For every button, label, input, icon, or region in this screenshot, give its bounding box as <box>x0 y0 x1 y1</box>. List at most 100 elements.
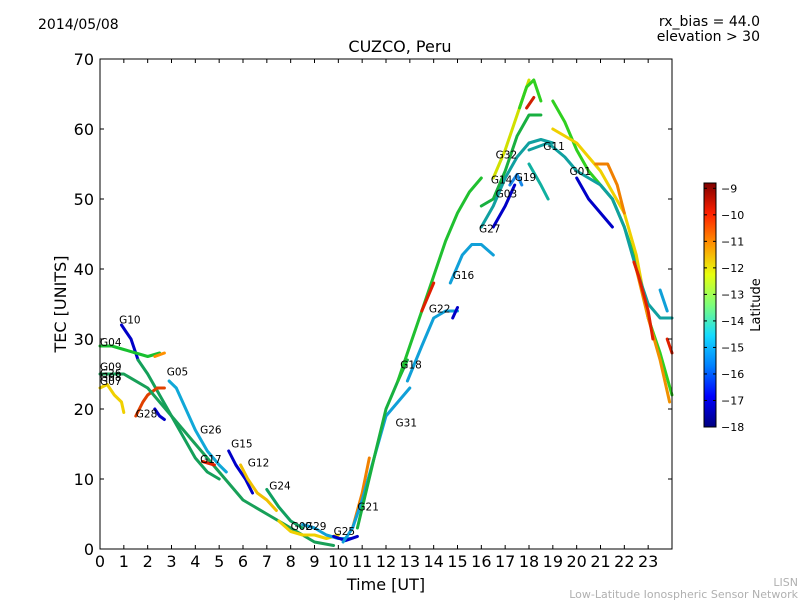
x-tick-label: 20 <box>566 552 586 571</box>
y-tick-label: 50 <box>74 190 94 209</box>
series-line-g04-2 <box>98 344 162 358</box>
satellite-label-g17: G17 <box>200 454 222 466</box>
y-tick-label: 20 <box>74 400 94 419</box>
rx-bias-note: rx_bias = 44.0 <box>658 14 760 30</box>
series-line-g12-11 <box>239 463 278 512</box>
x-tick-label: 4 <box>190 552 200 571</box>
x-tick-label: 0 <box>95 552 105 571</box>
series-line-g28-4 <box>134 386 166 418</box>
satellite-label-g26: G26 <box>100 368 122 380</box>
x-axis-label: Time [UT] <box>346 575 425 594</box>
y-tick-label: 70 <box>74 50 94 69</box>
x-tick-label: 23 <box>638 552 658 571</box>
colorbar: −9 −10 −11 −12 −13 −14 −15 −16 −17 −18 Latitude <box>703 182 764 434</box>
colorbar-tick-label: −13 <box>721 288 744 301</box>
y-tick-label: 0 <box>84 540 94 559</box>
satellite-label-g11: G11 <box>543 141 565 153</box>
series-line-g17-9 <box>201 460 216 467</box>
x-tick-label: 1 <box>119 552 129 571</box>
series-line-g09-38 <box>632 260 655 341</box>
y-tick-label: 40 <box>74 260 94 279</box>
series-layer <box>98 78 674 547</box>
satellite-label-g22: G22 <box>429 303 451 315</box>
colorbar-tick-label: −16 <box>721 368 744 381</box>
satellite-label-g04: G04 <box>100 337 122 349</box>
colorbar-tick-label: −11 <box>721 235 744 248</box>
y-tick-label: 60 <box>74 120 94 139</box>
satellite-label-g01: G01 <box>570 166 592 178</box>
series-line-g17-8 <box>98 383 126 414</box>
colorbar-tick-label: −18 <box>721 421 744 434</box>
series-line-g15-10 <box>227 449 254 495</box>
satellite-label-g09: G09 <box>100 362 122 374</box>
x-tick-label: 15 <box>447 552 467 571</box>
series-line-g22-20 <box>420 281 436 313</box>
satellite-label-g10: G10 <box>119 315 141 327</box>
chart-title: CUZCO, Peru <box>348 37 452 56</box>
series-line-g09-39 <box>665 337 674 355</box>
colorbar-tick-label: −10 <box>721 209 744 222</box>
series-line-g14-24 <box>479 113 543 208</box>
series-line-g16-22 <box>451 306 459 320</box>
plot-area <box>100 59 672 549</box>
series-line-g02-13 <box>277 519 340 540</box>
satellite-label-g19: G19 <box>515 172 537 184</box>
credit-lisn: LISN <box>773 576 798 589</box>
satellite-label-g03: G03 <box>496 189 517 201</box>
x-tick-label: 3 <box>166 552 176 571</box>
series-line-g09-36 <box>527 141 674 320</box>
series-line-g03-26 <box>491 183 517 229</box>
series-line-g10-0 <box>120 323 140 362</box>
satellite-label-g28: G28 <box>136 408 158 420</box>
satellite-label-g16: G16 <box>453 270 475 282</box>
series-line-g22-19 <box>396 176 483 383</box>
x-tick-label: 14 <box>423 552 443 571</box>
series-line-g32-29 <box>518 78 543 110</box>
series-line-g10-1 <box>136 358 221 481</box>
x-tick-label: 16 <box>471 552 491 571</box>
satellite-label-g29: G29 <box>305 521 327 533</box>
x-tick-label: 19 <box>543 552 563 571</box>
series-line-g11-31 <box>527 162 550 201</box>
series-line-g28-5 <box>153 407 166 421</box>
series-line-g09-40 <box>658 288 669 313</box>
elevation-note: elevation > 30 <box>656 29 760 45</box>
satellite-label-g27: G27 <box>479 224 501 236</box>
y-axis-label: TEC [UNITS] <box>51 256 70 354</box>
satellite-label-g26: G26 <box>200 425 222 437</box>
satellite-label-g07: G07 <box>100 376 122 388</box>
satellite-label-g31: G31 <box>396 418 418 430</box>
satellite-label-g08: G08 <box>100 372 122 384</box>
x-tick-label: 6 <box>238 552 248 571</box>
colorbar-tick-label: −14 <box>721 315 744 328</box>
satellite-label-g05: G05 <box>167 366 189 378</box>
x-tick-label: 7 <box>262 552 272 571</box>
series-line-g32-30 <box>525 96 536 110</box>
colorbar-label: Latitude <box>749 278 764 332</box>
y-tick-label: 10 <box>74 470 94 489</box>
colorbar-gradient <box>703 182 717 428</box>
plot-background <box>100 59 672 549</box>
satellite-label-g15: G15 <box>231 439 253 451</box>
series-line-g27-23 <box>448 243 495 285</box>
satellite-label-g21: G21 <box>357 502 379 514</box>
x-tick-label: 10 <box>328 552 348 571</box>
satellite-label-g14: G14 <box>491 175 513 187</box>
series-line-g24-12 <box>265 488 305 530</box>
series-line-g01-34 <box>575 176 614 229</box>
colorbar-tick-label: −12 <box>721 262 744 275</box>
satellite-label-g02: G02 <box>291 521 313 533</box>
x-tick-label: 11 <box>352 552 372 571</box>
series-line-g05-6 <box>167 379 228 474</box>
series-line-g03-25 <box>479 138 555 229</box>
credit-network: Low-Latitude Ionospheric Sensor Network <box>569 588 798 601</box>
series-line-g16-21 <box>405 309 459 383</box>
x-tick-label: 5 <box>214 552 224 571</box>
x-tick-label: 17 <box>495 552 515 571</box>
series-line-g01-35 <box>594 162 626 215</box>
colorbar-tick-label: −9 <box>721 182 737 195</box>
satellite-label-g24: G24 <box>269 481 291 493</box>
satellite-label-g12: G12 <box>248 457 270 469</box>
